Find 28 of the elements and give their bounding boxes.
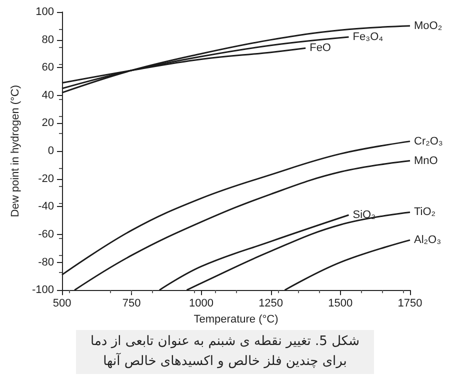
series-label: Al₂O₃ <box>414 234 442 246</box>
y-tick-label: -80 <box>38 256 54 268</box>
series-label: SiO₂ <box>352 209 376 222</box>
series-label: Fe₃O₄ <box>352 31 384 44</box>
series-label: MoO₂ <box>414 20 442 32</box>
series-label: TiO₂ <box>414 206 436 218</box>
y-tick-label: 60 <box>42 62 54 74</box>
x-axis-title: Temperature (°C) <box>194 314 278 326</box>
series-label: MnO <box>414 154 438 167</box>
y-tick-label: 40 <box>42 89 54 102</box>
y-tick-label: 100 <box>36 6 54 18</box>
y-tick-label: -20 <box>38 172 54 185</box>
y-tick-label: -60 <box>38 228 54 240</box>
x-tick-label: 1500 <box>328 298 353 310</box>
y-tick-label: 20 <box>42 117 54 130</box>
series-label: Cr₂O₃ <box>414 135 443 148</box>
x-tick-label: 500 <box>52 298 72 310</box>
series-label: FeO <box>310 42 332 54</box>
x-tick-label: 750 <box>122 298 141 310</box>
y-tick-label: 80 <box>42 34 54 46</box>
x-tick-label: 1000 <box>188 298 214 310</box>
y-tick-label: -100 <box>32 284 54 296</box>
y-tick-label: 0 <box>48 145 54 158</box>
y-tick-label: -40 <box>38 200 54 213</box>
y-axis-title: Dew point in hydrogen (°C) <box>10 84 22 218</box>
x-tick-label: 1750 <box>398 298 422 310</box>
x-tick-label: 1250 <box>258 298 284 310</box>
text: شکل 5. تغییر نقطه ی شبنم به عنوان تابعی از دما برای چندین فلز خالص و اکسیدهای خالص آنها <box>76 330 374 374</box>
